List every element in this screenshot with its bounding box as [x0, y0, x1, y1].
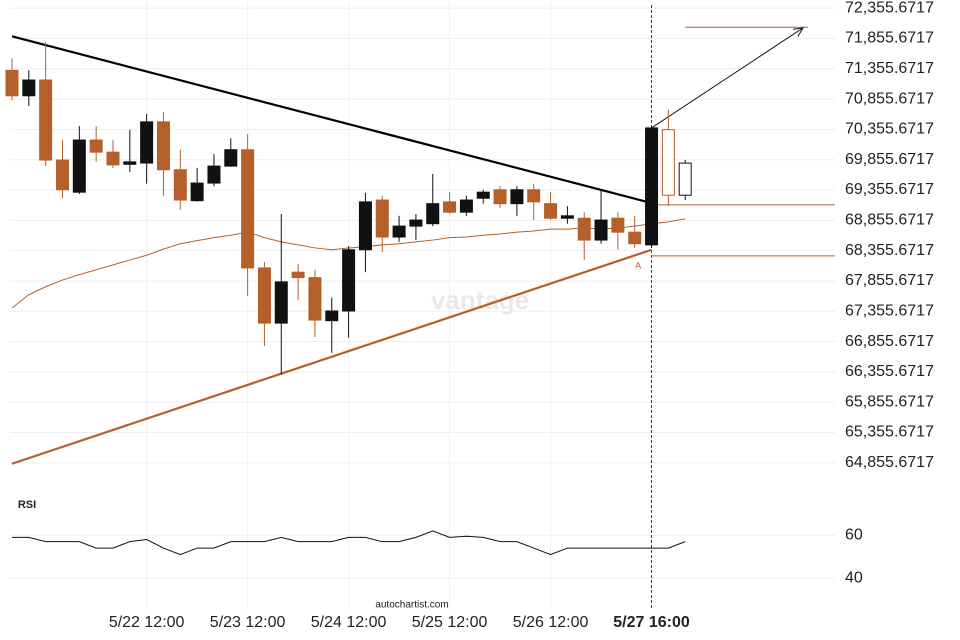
candle-body	[190, 182, 204, 202]
candle-body	[156, 121, 170, 171]
x-tick-label: 5/27 16:00	[613, 614, 690, 631]
y-tick-label: 67,355.6717	[845, 302, 934, 319]
rsi-line	[12, 530, 686, 556]
candle-body	[358, 201, 372, 251]
candle-body	[325, 310, 339, 322]
y-tick-label: 71,355.6717	[845, 60, 934, 77]
y-tick-label: 65,855.6717	[845, 393, 934, 410]
rsi-tick-label: 40	[845, 569, 863, 586]
candle-body	[645, 127, 659, 246]
candle-body	[342, 249, 356, 312]
candle-body	[426, 203, 440, 225]
candle-body	[628, 231, 642, 245]
candle-body	[594, 219, 608, 241]
y-tick-label: 65,355.6717	[845, 424, 934, 441]
candle-body	[173, 169, 187, 201]
candle-body	[577, 217, 591, 241]
candle-body	[544, 203, 558, 219]
y-tick-label: 71,855.6717	[845, 30, 934, 47]
trendline	[11, 35, 652, 205]
x-tick-label: 5/26 12:00	[513, 614, 589, 631]
candle-body	[5, 69, 19, 97]
candle-body	[207, 165, 221, 184]
y-tick-label: 64,855.6717	[845, 454, 934, 471]
trendline	[11, 248, 652, 465]
y-tick-label: 67,855.6717	[845, 272, 934, 289]
y-tick-label: 69,355.6717	[845, 181, 934, 198]
candle-body	[443, 201, 457, 213]
candle-body	[375, 199, 389, 238]
y-tick-label: 66,355.6717	[845, 363, 934, 380]
watermark: vantage	[431, 285, 529, 315]
candle-body	[459, 199, 473, 213]
candle-body	[510, 189, 524, 205]
candle-body	[22, 79, 36, 97]
forecast-arrow	[651, 27, 804, 129]
candle-body	[560, 215, 574, 219]
candle-body	[392, 225, 406, 238]
candle-body	[241, 149, 255, 269]
pattern-label: A	[635, 261, 641, 271]
candle-body	[106, 151, 120, 166]
x-tick-label: 5/23 12:00	[210, 614, 286, 631]
candle-body	[55, 159, 69, 191]
rsi-tick-label: 60	[845, 526, 863, 543]
candle-body	[476, 191, 490, 199]
rsi-title: RSI	[18, 499, 36, 511]
y-tick-label: 70,355.6717	[845, 121, 934, 138]
candle-body	[661, 129, 675, 196]
candle-body	[140, 121, 154, 164]
candle-body	[72, 139, 86, 193]
candle-body	[224, 149, 238, 167]
source: autochartist.com	[375, 600, 448, 611]
x-tick-label: 5/25 12:00	[412, 614, 488, 631]
candle-body	[39, 79, 53, 161]
candle-body	[409, 219, 423, 227]
y-tick-label: 69,855.6717	[845, 151, 934, 168]
candle-body	[678, 162, 692, 196]
x-tick-label: 5/24 12:00	[311, 614, 387, 631]
y-tick-label: 72,355.6717	[845, 0, 934, 16]
y-tick-label: 68,355.6717	[845, 242, 934, 259]
candle-body	[527, 189, 541, 203]
candle-body	[123, 161, 137, 165]
arrow-head	[793, 27, 804, 37]
y-tick-label: 70,855.6717	[845, 90, 934, 107]
candle-body	[274, 281, 288, 324]
candle-body	[308, 277, 322, 321]
x-tick-label: 5/22 12:00	[109, 614, 185, 631]
candle-body	[611, 217, 625, 233]
candle-body	[89, 139, 103, 153]
candle-body	[493, 189, 507, 205]
y-tick-label: 66,855.6717	[845, 333, 934, 350]
y-tick-label: 68,855.6717	[845, 212, 934, 229]
candle-body	[291, 271, 305, 279]
candle-body	[257, 267, 271, 324]
